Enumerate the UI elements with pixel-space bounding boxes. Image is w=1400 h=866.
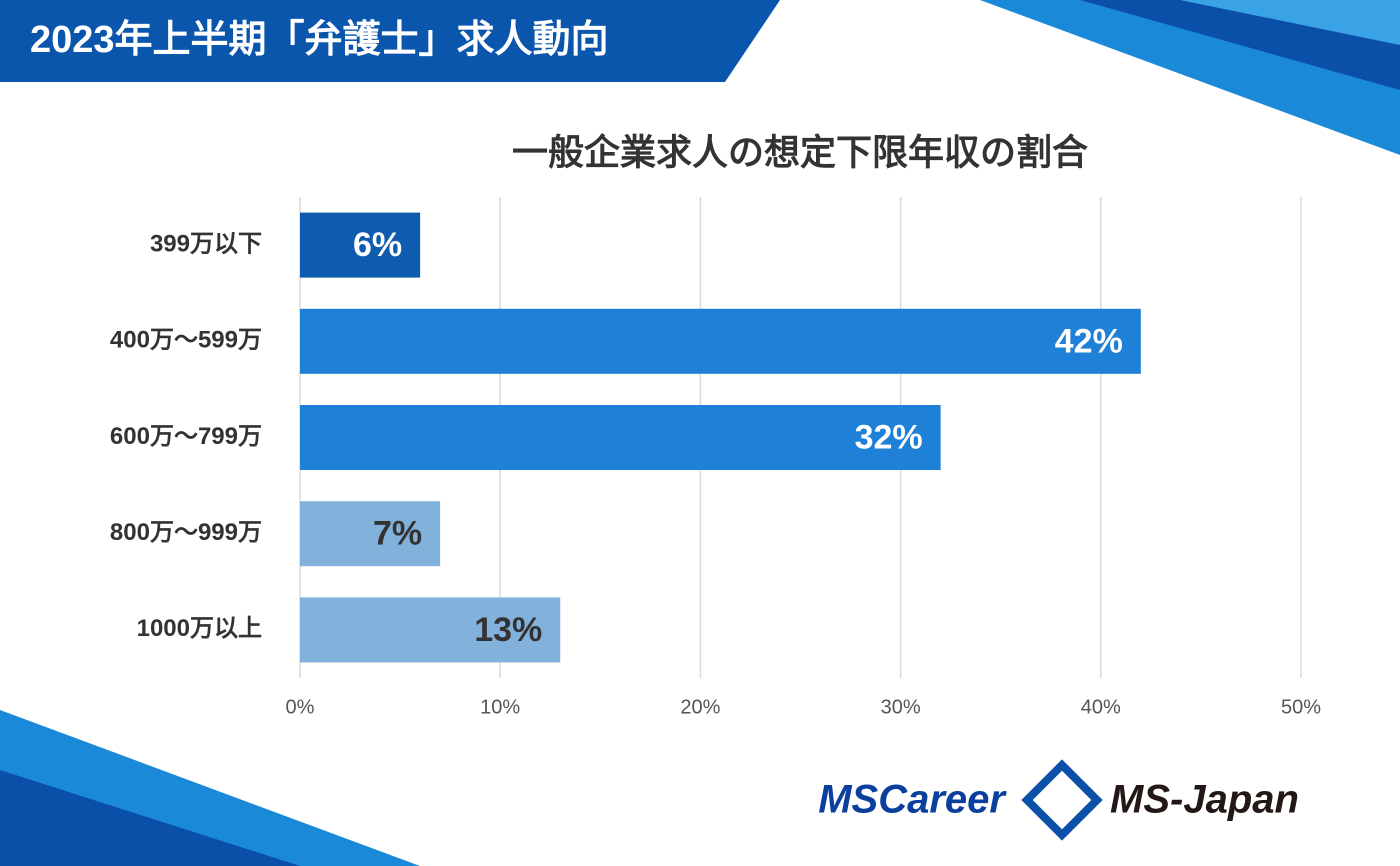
value-label: 6%	[353, 226, 402, 264]
bar	[300, 405, 941, 470]
value-label: 7%	[373, 515, 422, 553]
y-tick-label: 400万～599万	[110, 327, 262, 354]
bar	[300, 597, 561, 663]
y-tick-label: 800万～999万	[110, 519, 262, 546]
header-band	[0, 0, 780, 82]
logo: MSCareer	[818, 778, 1007, 822]
logo-mark	[1021, 759, 1103, 841]
x-tick-label: 50%	[1281, 696, 1321, 718]
value-label: 32%	[855, 418, 923, 456]
y-tick-label: 600万～799万	[110, 423, 262, 450]
x-tick-label: 40%	[1081, 696, 1121, 718]
x-tick-label: 30%	[881, 696, 921, 718]
chart-title: 一般企業求人の想定下限年収の割合	[512, 132, 1088, 173]
y-tick-label: 399万以下	[150, 230, 262, 257]
header-title: 2023年上半期「弁護士」求人動向	[30, 19, 609, 61]
y-tick-label: 1000万以上	[137, 615, 262, 642]
bar	[300, 501, 441, 567]
bar	[300, 212, 421, 278]
bar	[300, 308, 1141, 374]
value-label: 13%	[474, 611, 542, 649]
decor	[0, 770, 300, 866]
x-tick-label: 20%	[680, 696, 720, 718]
x-tick-label: 0%	[286, 696, 315, 718]
x-tick-label: 10%	[480, 696, 520, 718]
value-label: 42%	[1055, 322, 1123, 360]
decor	[1180, 0, 1400, 45]
logo: MS-Japan	[1110, 778, 1299, 822]
